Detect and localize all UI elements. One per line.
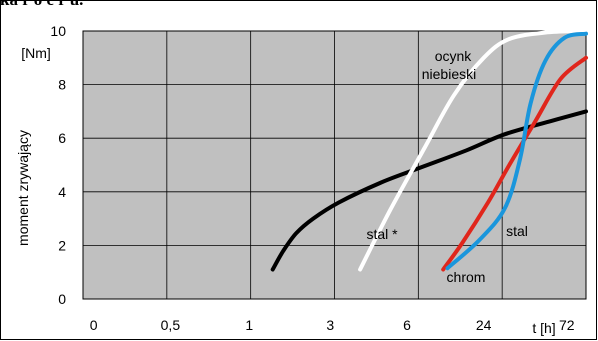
x-tick-label: 1 <box>245 317 253 333</box>
y-tick-label: 6 <box>58 130 66 146</box>
series-line-stal <box>270 109 588 272</box>
x-tick-label: 24 <box>476 317 492 333</box>
y-axis-label: moment zrywający <box>15 130 31 246</box>
x-tick-labels: 0 0,5 1 3 6 24 72 <box>90 317 575 333</box>
annotation-niebieski: niebieski <box>422 66 476 82</box>
clipped-title: ka r o e r u. <box>0 0 83 10</box>
series-line-ocynk-niebieski <box>358 29 588 272</box>
annotation-ocynk: ocynk <box>435 48 473 64</box>
x-axis-label: t [h] <box>532 320 555 336</box>
gridlines <box>83 31 586 299</box>
x-tick-label: 6 <box>403 317 411 333</box>
y-tick-label: 2 <box>58 237 66 253</box>
y-axis-unit: [Nm] <box>21 45 51 61</box>
x-tick-label: 72 <box>559 317 575 333</box>
x-tick-label: 3 <box>326 317 334 333</box>
y-tick-label: 4 <box>58 184 66 200</box>
x-tick-label: 0,5 <box>161 317 181 333</box>
series-line-stal <box>445 31 588 271</box>
series-line-chrom <box>441 55 588 272</box>
y-tick-label: 8 <box>58 77 66 93</box>
x-tick-label: 0 <box>90 317 98 333</box>
y-tick-labels: 0 2 4 6 8 10 <box>50 23 66 307</box>
series-lines <box>270 29 588 272</box>
y-tick-label: 0 <box>58 291 66 307</box>
plot-border <box>82 30 587 300</box>
annotation-stal: stal <box>506 223 528 239</box>
y-tick-label: 10 <box>50 23 66 39</box>
annotation-chrom: chrom <box>447 269 486 285</box>
annotation-stal-star: stal * <box>366 226 398 242</box>
